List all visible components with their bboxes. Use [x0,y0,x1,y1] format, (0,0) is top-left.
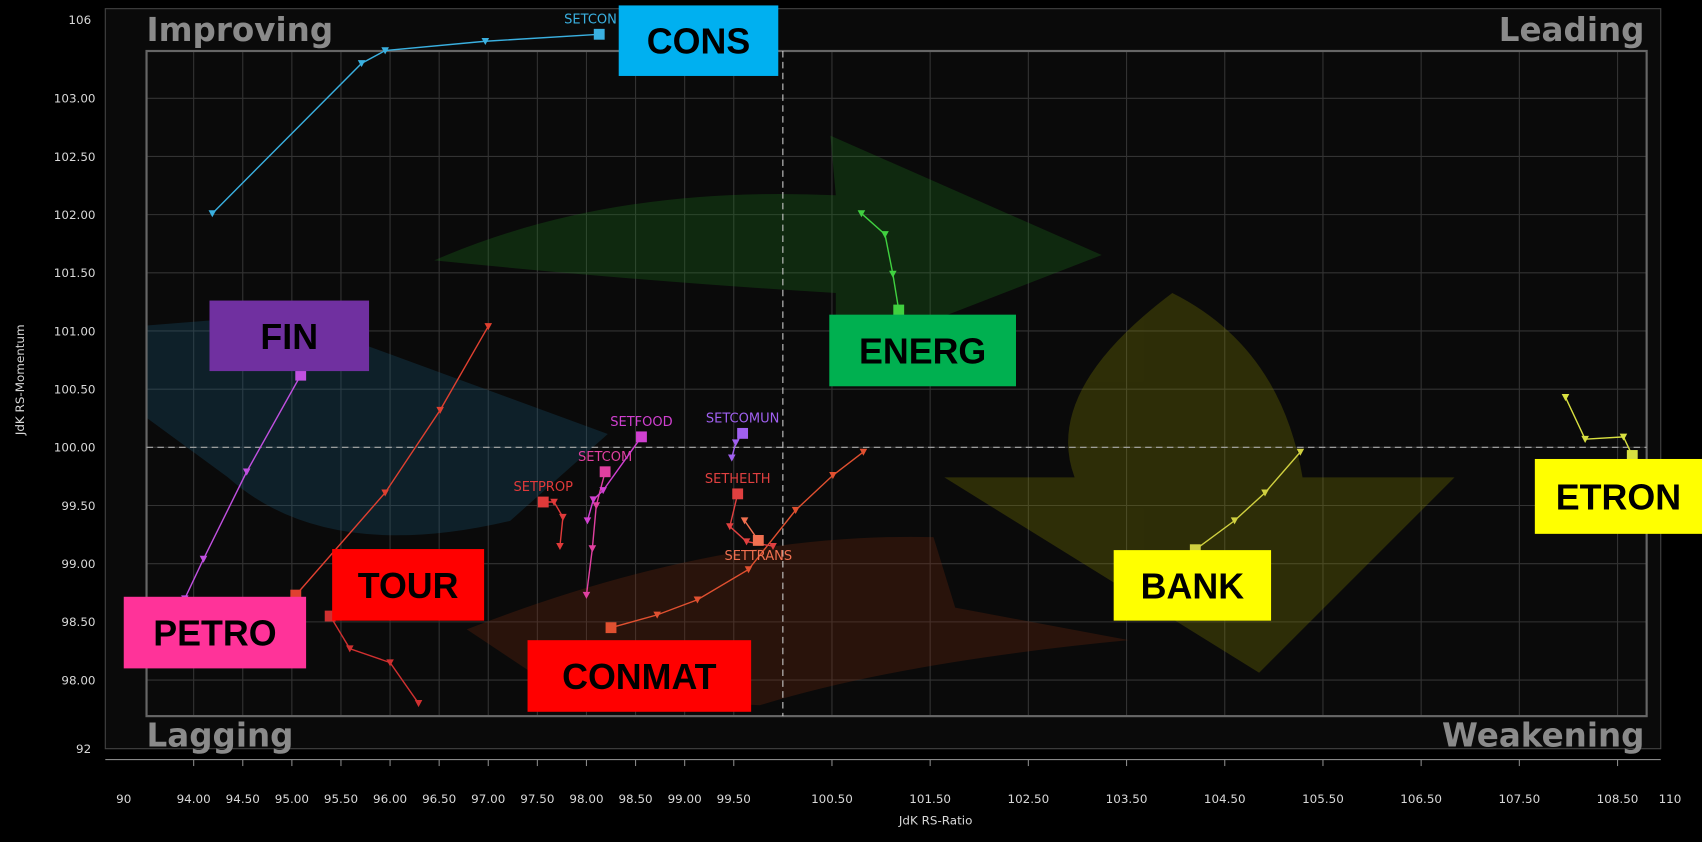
series-tag: SETCOM [578,450,632,465]
trail-head [600,466,611,477]
x-tick-label: 94.00 [177,792,211,806]
x-axis-title: JdK RS-Ratio [898,814,972,828]
x-tick-label: 103.50 [1106,792,1148,806]
x-tick-label: 99.00 [668,792,702,806]
trail-head [636,431,647,442]
x-tick-label: 98.50 [618,792,652,806]
x-tick-label: 100.50 [811,792,853,806]
x-tick-label: 94.50 [226,792,260,806]
quadrant-label: Lagging [147,717,294,755]
x-tick-label: 108.50 [1597,792,1639,806]
label-box-text: FIN [260,317,318,357]
y-tick-label: 103.00 [54,92,96,106]
y-tick-label: 98.00 [61,673,95,687]
x-break-label: 110 [1659,792,1682,806]
quadrant-label: Weakening [1442,717,1644,755]
y-tick-label: 99.50 [61,499,95,513]
x-tick-label: 98.00 [569,792,603,806]
trail-head [737,428,748,439]
y-tick-label: 98.50 [61,615,95,629]
y-tick-label: 101.50 [54,266,96,280]
label-box-text: PETRO [153,614,276,654]
series-tag: SETTRANS [725,549,793,564]
label-box-text: CONS [647,22,750,62]
x-tick-label: 95.00 [275,792,309,806]
quadrant-label: Improving [147,11,334,49]
x-tick-label: 101.50 [909,792,951,806]
x-break-label: 90 [116,792,131,806]
y-tick-label: 102.00 [54,208,96,222]
series-tag: SETPROP [514,480,574,495]
trail-head [594,29,605,40]
x-tick-label: 97.00 [471,792,505,806]
x-tick-label: 96.50 [422,792,456,806]
x-tick-label: 95.50 [324,792,358,806]
series-tag: SETCOMUN [706,412,780,427]
x-tick-label: 104.50 [1204,792,1246,806]
x-tick-label: 97.50 [520,792,554,806]
trail-head [606,622,617,633]
label-box-text: CONMAT [562,657,717,697]
label-box-text: BANK [1141,566,1245,606]
y-axis-title: JdK RS-Momentum [13,324,27,436]
trail-head [538,497,549,508]
x-tick-label: 102.50 [1007,792,1049,806]
x-tick-label: 105.50 [1302,792,1344,806]
y-tick-label: 100.00 [54,441,96,455]
y-break-label: 106 [68,13,91,27]
y-tick-label: 99.00 [61,557,95,571]
trail-head [893,305,904,316]
rrg-chart: Improving Leading Lagging Weakening JdK … [0,0,1702,842]
x-tick-label: 107.50 [1498,792,1540,806]
page: {"chart_data": { "type": "rrg", "xlabel"… [0,0,1702,842]
x-tick-label: 99.50 [717,792,751,806]
label-box-text: ENERG [859,331,986,371]
y-tick-label: 102.50 [54,150,96,164]
y-break-label: 92 [76,742,91,756]
quadrant-label: Leading [1499,11,1645,49]
x-tick-label: 106.50 [1400,792,1442,806]
x-tick-label: 96.00 [373,792,407,806]
trail-head [732,488,743,499]
series-tag: SETHELTH [705,472,771,487]
y-tick-label: 101.00 [54,324,96,338]
trail-head [295,370,306,381]
label-box-text: TOUR [358,566,459,606]
label-box-text: ETRON [1556,477,1681,517]
series-tag: SETCON [564,12,617,27]
trail-head [753,535,764,546]
y-tick-label: 100.50 [54,382,96,396]
series-tag: SETFOOD [610,415,672,430]
